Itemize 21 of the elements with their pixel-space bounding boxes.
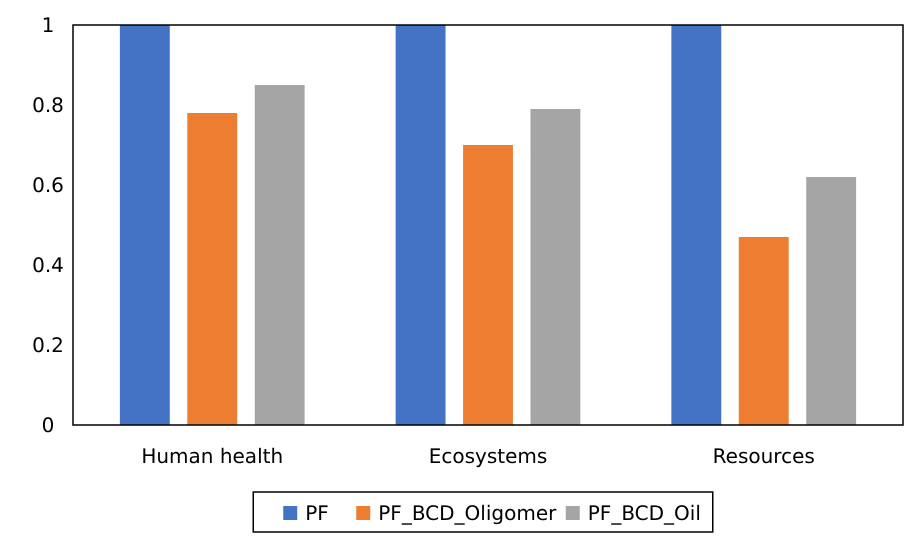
- y-tick-label: 0.2: [32, 333, 64, 357]
- legend-label: PF: [305, 501, 329, 525]
- legend-label: PF_BCD_Oil: [588, 501, 701, 525]
- bar: [671, 25, 722, 425]
- y-tick-label: 0.6: [32, 173, 64, 197]
- x-tick-label: Resources: [712, 444, 815, 468]
- y-tick-label: 0.8: [32, 93, 64, 117]
- bar: [396, 25, 446, 425]
- y-tick-label: 0.4: [32, 253, 64, 277]
- bar: [120, 25, 170, 425]
- y-tick-label: 0: [42, 413, 54, 437]
- bar: [530, 109, 580, 425]
- bar: [463, 145, 513, 425]
- bar: [738, 237, 789, 425]
- x-tick-label: Ecosystems: [428, 444, 548, 468]
- y-tick-label: 1: [42, 13, 54, 37]
- bar: [254, 85, 305, 425]
- bar: [187, 113, 238, 425]
- bar: [806, 177, 856, 425]
- legend-label: PF_BCD_Oligomer: [378, 501, 558, 525]
- x-tick-label: Human health: [141, 444, 284, 468]
